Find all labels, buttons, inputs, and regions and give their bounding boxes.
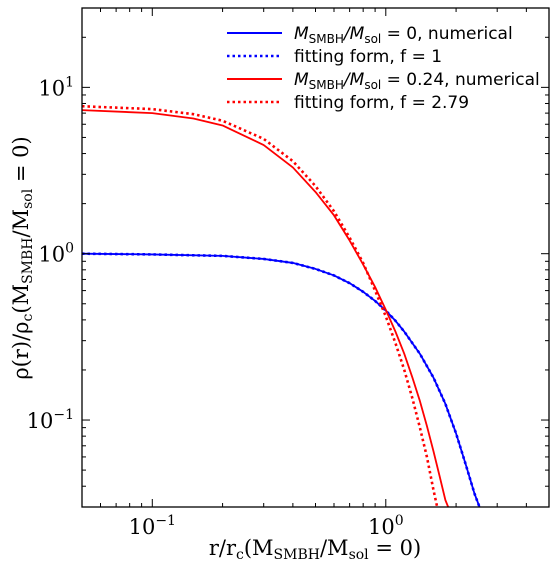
tick-mantissa: 10 (368, 515, 395, 539)
legend-label: fitting form, f = 1 (294, 47, 442, 67)
series-line-2 (82, 109, 450, 507)
x-axis-title: r/rc(MSMBH/Msol = 0) (209, 536, 421, 563)
series-layer (82, 104, 481, 507)
tick-mantissa: 10 (38, 76, 65, 100)
legend: MSMBH/Msol = 0, numerical fitting form, … (227, 24, 540, 113)
legend-entry: MSMBH/Msol = 0.24, numerical (227, 70, 540, 92)
legend-entry: fitting form, f = 1 (227, 47, 442, 67)
ticks-layer (81, 7, 550, 508)
series-line-3 (82, 104, 439, 507)
series-line-0 (82, 252, 481, 507)
tick-mantissa: 10 (38, 243, 65, 267)
legend-label: MSMBH/Msol = 0, numerical (294, 24, 513, 46)
tick-exponent: 0 (65, 241, 74, 257)
y-tick-label: 101 (38, 74, 74, 100)
tick-mantissa: 10 (27, 409, 54, 433)
x-tick-label: 10−1 (129, 513, 176, 539)
x-tick-label: 100 (368, 513, 404, 539)
series-line-1 (82, 252, 481, 507)
legend-label: MSMBH/Msol = 0.24, numerical (294, 70, 540, 92)
tick-exponent: −1 (155, 513, 176, 529)
legend-label: fitting form, f = 2.79 (294, 93, 469, 113)
y-axis-title: ρ(r)/ρc(MSMBH/Msol = 0) (9, 136, 36, 379)
y-tick-label: 100 (38, 241, 74, 267)
legend-entry: fitting form, f = 2.79 (227, 93, 469, 113)
legend-entry: MSMBH/Msol = 0, numerical (227, 24, 513, 46)
y-tick-label: 10−1 (27, 407, 74, 433)
tick-mantissa: 10 (129, 515, 156, 539)
tick-exponent: 1 (65, 74, 74, 90)
tick-exponent: −1 (53, 407, 74, 423)
tick-exponent: 0 (395, 513, 404, 529)
